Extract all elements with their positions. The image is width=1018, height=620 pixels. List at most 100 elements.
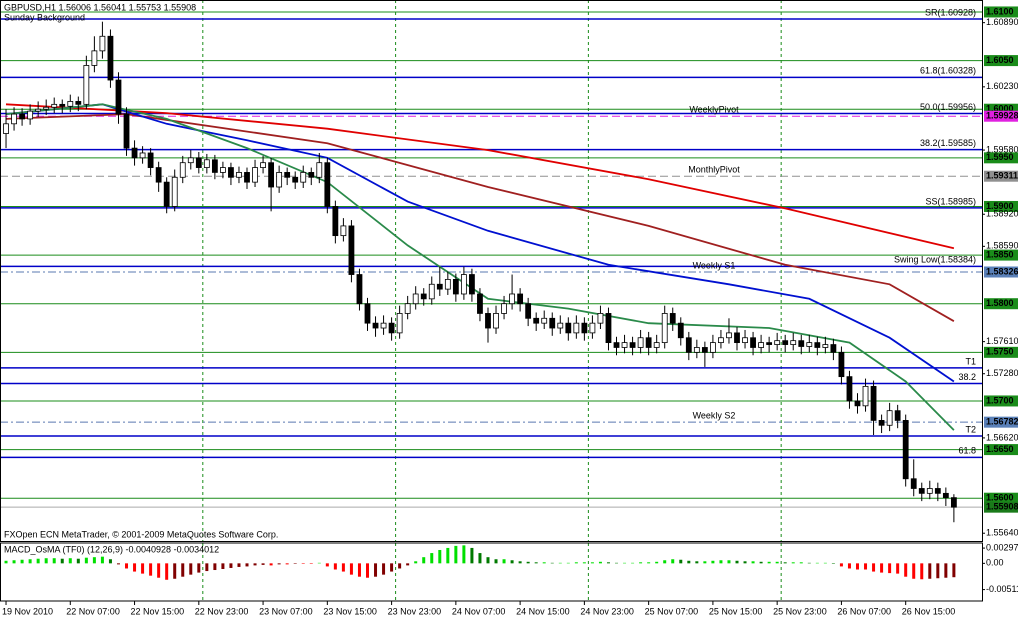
histogram-bar [189, 563, 193, 575]
histogram-bar [100, 556, 104, 564]
candle-body [51, 103, 58, 108]
candle-body [99, 35, 106, 52]
histogram-bar [141, 563, 145, 574]
histogram-bar [912, 563, 916, 579]
histogram-bar [4, 560, 8, 564]
histogram-bar [944, 563, 948, 578]
histogram-bar [84, 557, 88, 564]
histogram-bar [430, 553, 434, 564]
histogram-bar [390, 563, 394, 572]
tick-box [984, 6, 1018, 18]
tick-box [984, 444, 1018, 456]
candle-body [557, 322, 564, 329]
y-tick-label: 1.5600 [986, 493, 1014, 503]
candle-body [428, 283, 435, 300]
y-tick-label: 1.5650 [986, 444, 1014, 454]
candle-body [67, 101, 74, 107]
price-marker-label: 1.58326 [986, 266, 1018, 276]
candle-body [123, 113, 130, 149]
histogram-bar [695, 561, 699, 564]
price-marker-box [984, 416, 1018, 428]
histogram-bar [534, 562, 538, 564]
histogram-bar [574, 562, 578, 564]
candle-body [533, 317, 540, 324]
price-marker-label: 1.56782 [986, 417, 1018, 427]
candle-body [27, 110, 34, 120]
candle-body [766, 342, 773, 345]
candle-body [950, 497, 957, 508]
candle-body [806, 342, 813, 347]
histogram-bar [751, 561, 755, 564]
indicator-title: MACD_OsMA (TF0) (12,26,9) -0.0040928 -0.… [4, 544, 219, 554]
candle-body [710, 342, 716, 353]
y-tick-label: 1.6000 [986, 104, 1014, 114]
candle-body [203, 159, 210, 168]
candle-body [300, 172, 307, 183]
candle-body [934, 488, 941, 494]
y-tick-label: 1.57610 [986, 336, 1018, 346]
price-marker-box [984, 501, 1018, 513]
candle-body [252, 167, 258, 183]
histogram-bar [205, 563, 209, 572]
histogram-bar [598, 561, 602, 564]
candle-body [734, 332, 740, 344]
candle-body [316, 162, 323, 178]
candle-body [830, 344, 837, 353]
histogram-bar [293, 563, 297, 564]
candle-body [750, 337, 756, 348]
histogram-bar [374, 563, 378, 577]
candle-body [396, 313, 403, 334]
price-marker-label: 1.55908 [986, 502, 1018, 512]
tick-box [984, 298, 1018, 310]
x-tick-label: 26 Nov 15:00 [902, 606, 956, 616]
candle-body [308, 172, 315, 178]
histogram-bar [36, 558, 40, 564]
candle-body [701, 347, 708, 353]
histogram-bar [478, 553, 482, 564]
tick-box [984, 55, 1018, 67]
histogram-bar [92, 557, 96, 564]
histogram-bar [357, 563, 361, 577]
candle-body [742, 337, 748, 344]
histogram-bar [711, 560, 715, 564]
histogram-bar [108, 559, 112, 564]
tick-box [984, 346, 1018, 358]
candle-body [774, 340, 781, 345]
candle-body [380, 322, 387, 329]
histogram-bar [44, 558, 48, 564]
candle-body [549, 317, 556, 329]
y-tick-label: 1.6100 [986, 6, 1014, 16]
moving-average [5, 113, 955, 322]
candle-body [3, 123, 9, 134]
level-label: SS(1.58985) [925, 196, 976, 206]
candle-body [91, 50, 98, 66]
histogram-bar [245, 563, 249, 567]
candle-body [581, 322, 588, 334]
tick-box [984, 200, 1018, 212]
histogram-bar [486, 557, 490, 564]
candle-body [268, 162, 275, 188]
histogram-bar [791, 562, 795, 564]
level-label: T2 [965, 424, 976, 434]
histogram-bar [269, 563, 273, 566]
candle-body [822, 344, 829, 348]
histogram-bar [406, 563, 410, 566]
histogram-bar [847, 563, 851, 569]
candle-body [171, 176, 178, 207]
y-tick-label: -0.00511 [986, 584, 1018, 594]
histogram-bar [173, 563, 177, 579]
candle-body [83, 65, 90, 105]
histogram-bar [133, 563, 137, 572]
candle-body [412, 293, 419, 305]
candle-body [942, 492, 949, 499]
x-tick-label: 22 Nov 07:00 [66, 606, 120, 616]
candle-body [469, 274, 475, 295]
histogram-bar [759, 561, 763, 564]
x-tick-label: 24 Nov 23:00 [580, 606, 634, 616]
candle-body [758, 342, 765, 348]
histogram-bar [904, 563, 908, 577]
candle-body [452, 278, 459, 295]
candle-body [677, 322, 684, 339]
histogram-bar [349, 563, 353, 575]
